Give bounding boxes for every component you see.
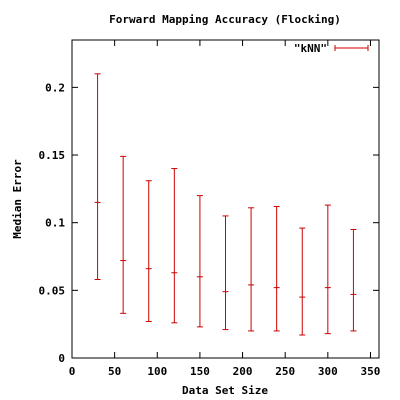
legend-sample-knn bbox=[334, 45, 369, 51]
x-tick-label: 250 bbox=[275, 365, 295, 378]
error-bar-point bbox=[94, 73, 101, 281]
error-bar-point bbox=[120, 155, 127, 314]
y-tick-label: 0.1 bbox=[45, 217, 65, 230]
x-tick-label: 200 bbox=[233, 365, 253, 378]
error-bar-point bbox=[350, 228, 357, 332]
error-bar-point bbox=[299, 227, 306, 336]
x-tick-label: 50 bbox=[108, 365, 121, 378]
error-bar-point bbox=[273, 205, 280, 332]
chart-title: Forward Mapping Accuracy (Flocking) bbox=[109, 13, 341, 26]
y-tick-label: 0.15 bbox=[39, 149, 66, 162]
y-axis-label: Median Error bbox=[11, 159, 24, 239]
error-bar-point bbox=[171, 168, 178, 324]
y-axis-ticks: 0 0.05 0.1 0.15 0.2 bbox=[39, 81, 379, 365]
error-bar-point bbox=[145, 180, 152, 322]
error-bar-point bbox=[222, 215, 229, 331]
error-bar-point bbox=[324, 204, 331, 335]
error-bar-point bbox=[248, 207, 255, 332]
legend: "kNN" bbox=[294, 42, 369, 55]
y-tick-label: 0.05 bbox=[39, 284, 66, 297]
x-tick-label: 350 bbox=[361, 365, 381, 378]
x-axis-ticks: 0 50 100 150 200 250 300 350 bbox=[69, 40, 381, 378]
x-tick-label: 0 bbox=[69, 365, 76, 378]
y-tick-label: 0.2 bbox=[45, 81, 65, 94]
plot-area bbox=[71, 39, 380, 359]
x-tick-label: 150 bbox=[190, 365, 210, 378]
error-bar-point bbox=[196, 195, 203, 328]
y-tick-label: 0 bbox=[58, 352, 65, 365]
x-axis-label: Data Set Size bbox=[182, 384, 268, 397]
x-tick-label: 100 bbox=[147, 365, 167, 378]
x-tick-label: 300 bbox=[318, 365, 338, 378]
legend-label-knn: "kNN" bbox=[294, 42, 327, 55]
plot-frame bbox=[71, 39, 380, 359]
series-layer bbox=[94, 73, 357, 336]
